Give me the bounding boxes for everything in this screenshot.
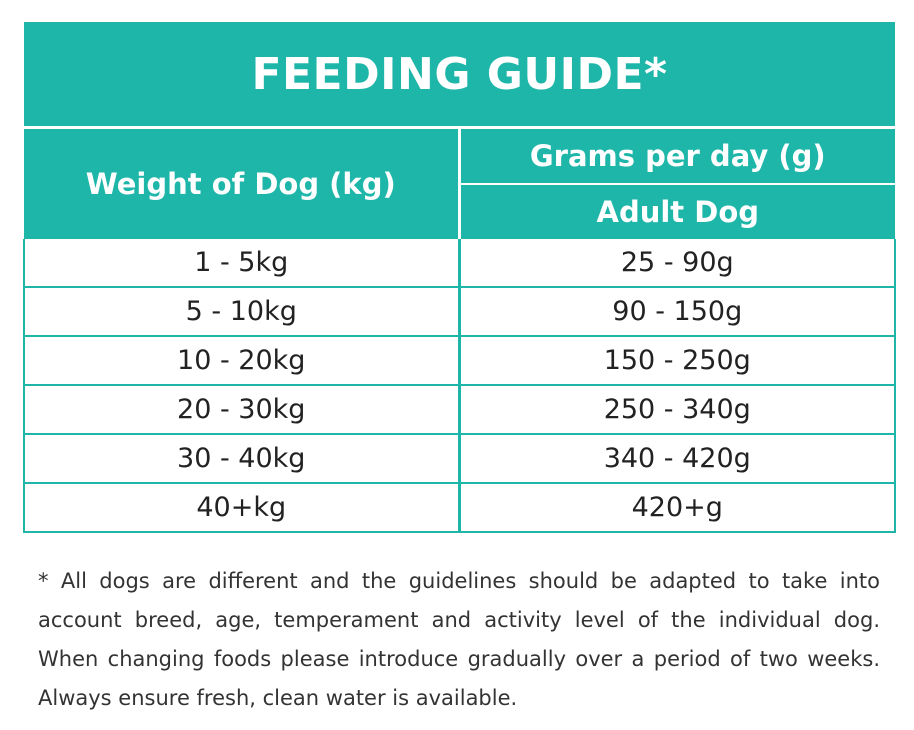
weight-cell: 30 - 40kg bbox=[23, 434, 461, 484]
weight-cell: 40+kg bbox=[23, 483, 461, 533]
weight-cell: 5 - 10kg bbox=[23, 287, 461, 337]
table-row: 10 - 20kg 150 - 250g bbox=[23, 336, 897, 386]
grams-cell: 90 - 150g bbox=[459, 287, 897, 337]
grams-cell: 250 - 340g bbox=[459, 385, 897, 435]
header-row-2: Adult Dog bbox=[24, 184, 896, 239]
weight-cell: 1 - 5kg bbox=[23, 239, 461, 288]
table-row: 40+kg 420+g bbox=[23, 483, 897, 533]
grams-cell: 420+g bbox=[459, 483, 897, 533]
feeding-guide-table: FEEDING GUIDE* Weight of Dog (kg) Grams … bbox=[23, 22, 897, 533]
title-row: FEEDING GUIDE* bbox=[24, 22, 896, 129]
grams-cell: 340 - 420g bbox=[459, 434, 897, 484]
adult-dog-subheader: Adult Dog bbox=[459, 184, 896, 239]
header-row-1: Weight of Dog (kg) Grams per day (g) bbox=[24, 127, 896, 239]
weight-cell: 20 - 30kg bbox=[23, 385, 461, 435]
table-row: 30 - 40kg 340 - 420g bbox=[23, 434, 897, 484]
grams-cell: 150 - 250g bbox=[459, 336, 897, 386]
footnote: * All dogs are different and the guideli… bbox=[38, 569, 880, 710]
table-row: 5 - 10kg 90 - 150g bbox=[23, 287, 897, 337]
table-row: 1 - 5kg 25 - 90g bbox=[23, 239, 897, 288]
weight-cell: 10 - 20kg bbox=[23, 336, 461, 386]
weight-column-header: Weight of Dog (kg) bbox=[24, 127, 461, 239]
table-row: 20 - 30kg 250 - 340g bbox=[23, 385, 897, 435]
grams-cell: 25 - 90g bbox=[459, 239, 897, 288]
grams-column-header: Grams per day (g) bbox=[459, 127, 896, 185]
table-title: FEEDING GUIDE* bbox=[24, 22, 896, 129]
